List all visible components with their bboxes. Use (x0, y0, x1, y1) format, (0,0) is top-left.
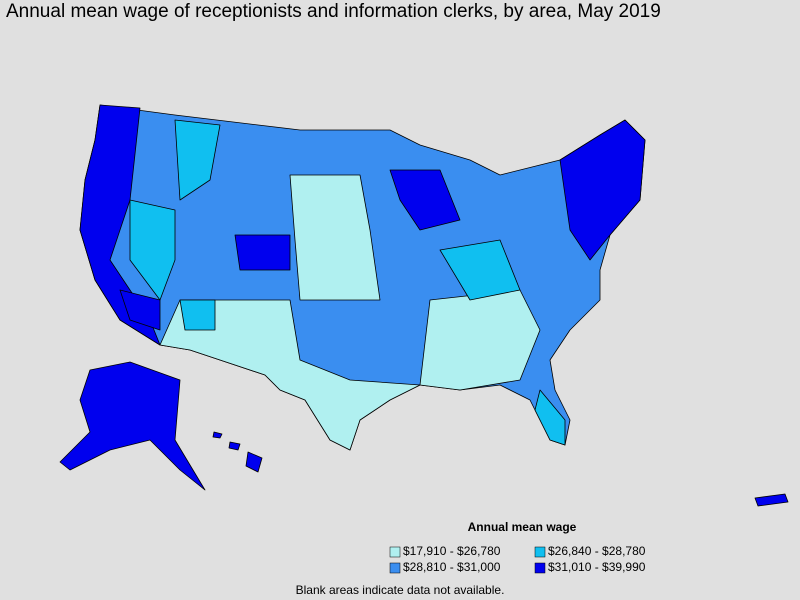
southwest (159, 299, 421, 451)
nevada (129, 199, 176, 301)
west-coast (79, 104, 161, 346)
hawaii-island (212, 431, 223, 439)
idaho (174, 119, 221, 201)
great-lakes (389, 169, 461, 231)
great-plains (289, 174, 381, 301)
hawaii-island (228, 441, 241, 451)
alaska-region (59, 361, 206, 491)
legend-swatch (534, 562, 546, 574)
puerto-rico (754, 493, 789, 507)
hawaii-island (245, 451, 263, 473)
map-title: Annual mean wage of receptionists and in… (6, 1, 661, 22)
alaska (59, 361, 206, 491)
florida (534, 389, 566, 446)
legend-label: $26,840 - $28,780 (548, 544, 646, 558)
legend-swatch (389, 546, 401, 558)
legend-title: Annual mean wage (468, 520, 577, 534)
legend-label: $17,910 - $26,780 (403, 544, 501, 558)
legend-label: $31,010 - $39,990 (548, 560, 646, 574)
legend-swatch (534, 546, 546, 558)
hawaii (212, 431, 263, 473)
arizona-north (179, 299, 216, 331)
mid-south (439, 239, 521, 301)
footnote: Blank areas indicate data not available. (296, 583, 505, 597)
us-map (79, 104, 646, 451)
northeast (559, 119, 646, 261)
legend-swatch (389, 562, 401, 574)
puerto-rico-region (754, 493, 789, 507)
legend: Annual mean wage $17,910 - $26,780 $26,84… (389, 520, 646, 574)
southeast (419, 289, 541, 391)
colorado (234, 234, 291, 271)
legend-label: $28,810 - $31,000 (403, 560, 501, 574)
southern-california (119, 289, 161, 331)
